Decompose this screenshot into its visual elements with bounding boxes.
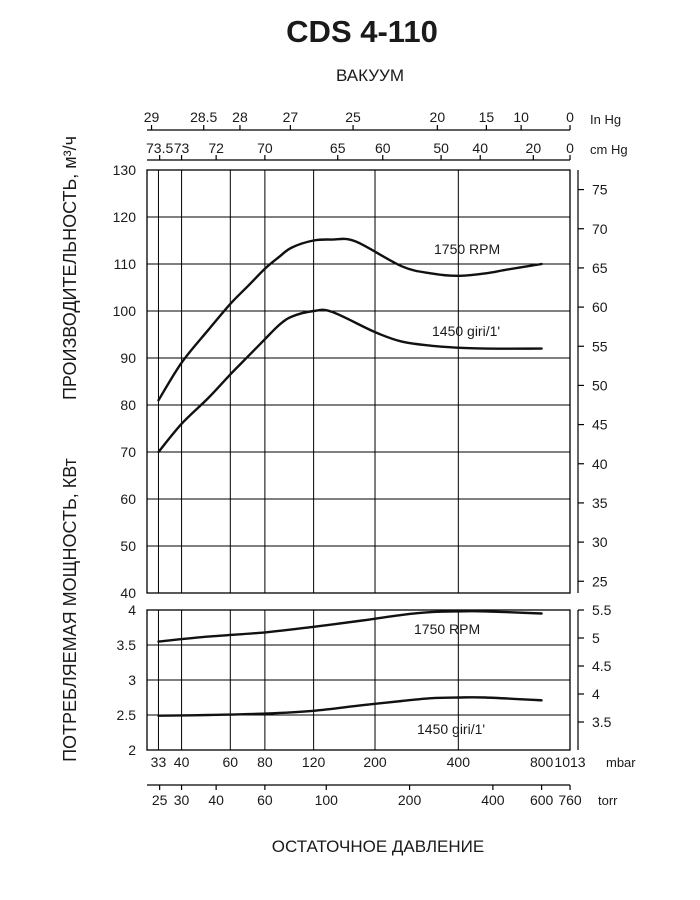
- lower-series-label: 1750 RPM: [414, 621, 480, 637]
- lower-series-line: [157, 609, 543, 643]
- top-inhg-tick-label: 0: [566, 109, 574, 125]
- chart-title: CDS 4-110: [286, 14, 438, 49]
- upper-right-tick-label: 70: [592, 221, 608, 237]
- lower-right-tick-label: 3.5: [592, 714, 612, 730]
- bottom-mbar-tick-label: 60: [223, 754, 239, 770]
- lower-series-line: [157, 696, 543, 717]
- top-cmhg-tick-label: 60: [375, 140, 391, 156]
- bottom-torr-tick-label: 30: [174, 792, 190, 808]
- lower-right-tick-label: 5: [592, 630, 600, 646]
- upper-left-tick-label: 70: [120, 444, 136, 460]
- bottom-mbar-tick-label: 200: [363, 754, 387, 770]
- bottom-mbar-tick-label: 1013: [554, 754, 585, 770]
- top-cmhg-tick-label: 20: [526, 140, 542, 156]
- upper-right-tick-label: 65: [592, 260, 608, 276]
- lower-left-tick-label: 2.5: [117, 707, 137, 723]
- upper-left-tick-label: 40: [120, 585, 136, 601]
- top-axis-title: ВАКУУМ: [336, 66, 404, 85]
- top-inhg-tick-label: 28: [232, 109, 248, 125]
- bottom-torr-tick-label: 200: [398, 792, 422, 808]
- upper-left-tick-label: 80: [120, 397, 136, 413]
- lower-panel-frame: [146, 609, 571, 751]
- bottom-torr-tick-label: 600: [530, 792, 554, 808]
- bottom-torr-tick-label: 400: [481, 792, 505, 808]
- top-inhg-tick-label: 15: [479, 109, 495, 125]
- upper-y-axis-label: ПРОИЗВОДИТЕЛЬНОСТЬ, м³/ч: [60, 136, 80, 400]
- lower-left-tick-label: 2: [128, 742, 136, 758]
- upper-right-tick-label: 35: [592, 495, 608, 511]
- bottom-mbar-tick-label: 120: [302, 754, 326, 770]
- top-inhg-tick-label: 27: [283, 109, 299, 125]
- upper-series-label: 1750 RPM: [434, 241, 500, 257]
- upper-right-tick-label: 30: [592, 534, 608, 550]
- bottom-mbar-tick-label: 33: [151, 754, 167, 770]
- bottom-mbar-unit: mbar: [606, 755, 636, 770]
- upper-right-tick-label: 45: [592, 417, 608, 433]
- upper-left-tick-label: 90: [120, 350, 136, 366]
- lower-left-tick-label: 4: [128, 602, 136, 618]
- bottom-torr-tick-label: 60: [257, 792, 273, 808]
- top-inhg-tick-label: 10: [513, 109, 529, 125]
- lower-left-tick-label: 3: [128, 672, 136, 688]
- lower-series-label: 1450 giri/1': [417, 721, 485, 737]
- lower-right-tick-label: 5.5: [592, 602, 612, 618]
- upper-left-tick-label: 120: [113, 209, 137, 225]
- bottom-torr-unit: torr: [598, 793, 618, 808]
- upper-right-tick-label: 50: [592, 377, 608, 393]
- lower-right-tick-label: 4: [592, 686, 600, 702]
- top-cmhg-tick-label: 73: [174, 140, 190, 156]
- top-inhg-tick-label: 29: [144, 109, 160, 125]
- lower-y-axis-label: ПОТРЕБЛЯЕМАЯ МОЩНОСТЬ, КВт: [60, 458, 80, 762]
- upper-right-tick-label: 40: [592, 456, 608, 472]
- top-cmhg-tick-label: 65: [330, 140, 346, 156]
- top-inhg-unit: In Hg: [590, 112, 621, 127]
- top-inhg-tick-label: 20: [430, 109, 446, 125]
- top-inhg-tick-label: 28.5: [190, 109, 217, 125]
- upper-left-tick-label: 130: [113, 162, 137, 178]
- upper-left-tick-label: 60: [120, 491, 136, 507]
- lower-right-tick-label: 4.5: [592, 658, 612, 674]
- top-inhg-tick-label: 25: [345, 109, 361, 125]
- top-cmhg-tick-label: 0: [566, 140, 574, 156]
- bottom-mbar-tick-label: 400: [447, 754, 471, 770]
- upper-right-tick-label: 55: [592, 338, 608, 354]
- upper-series-line: [157, 237, 543, 402]
- upper-right-tick-label: 25: [592, 573, 608, 589]
- bottom-mbar-tick-label: 40: [174, 754, 190, 770]
- top-cmhg-tick-label: 73.5: [146, 140, 173, 156]
- top-cmhg-tick-label: 70: [257, 140, 273, 156]
- upper-left-tick-label: 100: [113, 303, 137, 319]
- lower-left-tick-label: 3.5: [117, 637, 137, 653]
- upper-series-line: [157, 308, 543, 454]
- bottom-torr-tick-label: 40: [208, 792, 224, 808]
- chart-body: 40506070809010011012013022.533.542530354…: [113, 109, 637, 808]
- bottom-axis-title: ОСТАТОЧНОЕ ДАВЛЕНИЕ: [272, 837, 484, 856]
- upper-panel-frame: [146, 169, 571, 594]
- bottom-torr-tick-label: 100: [315, 792, 339, 808]
- top-cmhg-unit: cm Hg: [590, 142, 628, 157]
- top-cmhg-tick-label: 40: [472, 140, 488, 156]
- top-cmhg-tick-label: 72: [208, 140, 224, 156]
- upper-right-tick-label: 60: [592, 299, 608, 315]
- upper-left-tick-label: 50: [120, 538, 136, 554]
- upper-right-tick-label: 75: [592, 182, 608, 198]
- upper-series-label: 1450 giri/1': [432, 323, 500, 339]
- bottom-mbar-tick-label: 80: [257, 754, 273, 770]
- bottom-torr-tick-label: 760: [558, 792, 582, 808]
- top-cmhg-tick-label: 50: [433, 140, 449, 156]
- bottom-torr-tick-label: 25: [152, 792, 168, 808]
- upper-left-tick-label: 110: [114, 256, 137, 272]
- bottom-mbar-tick-label: 800: [530, 754, 554, 770]
